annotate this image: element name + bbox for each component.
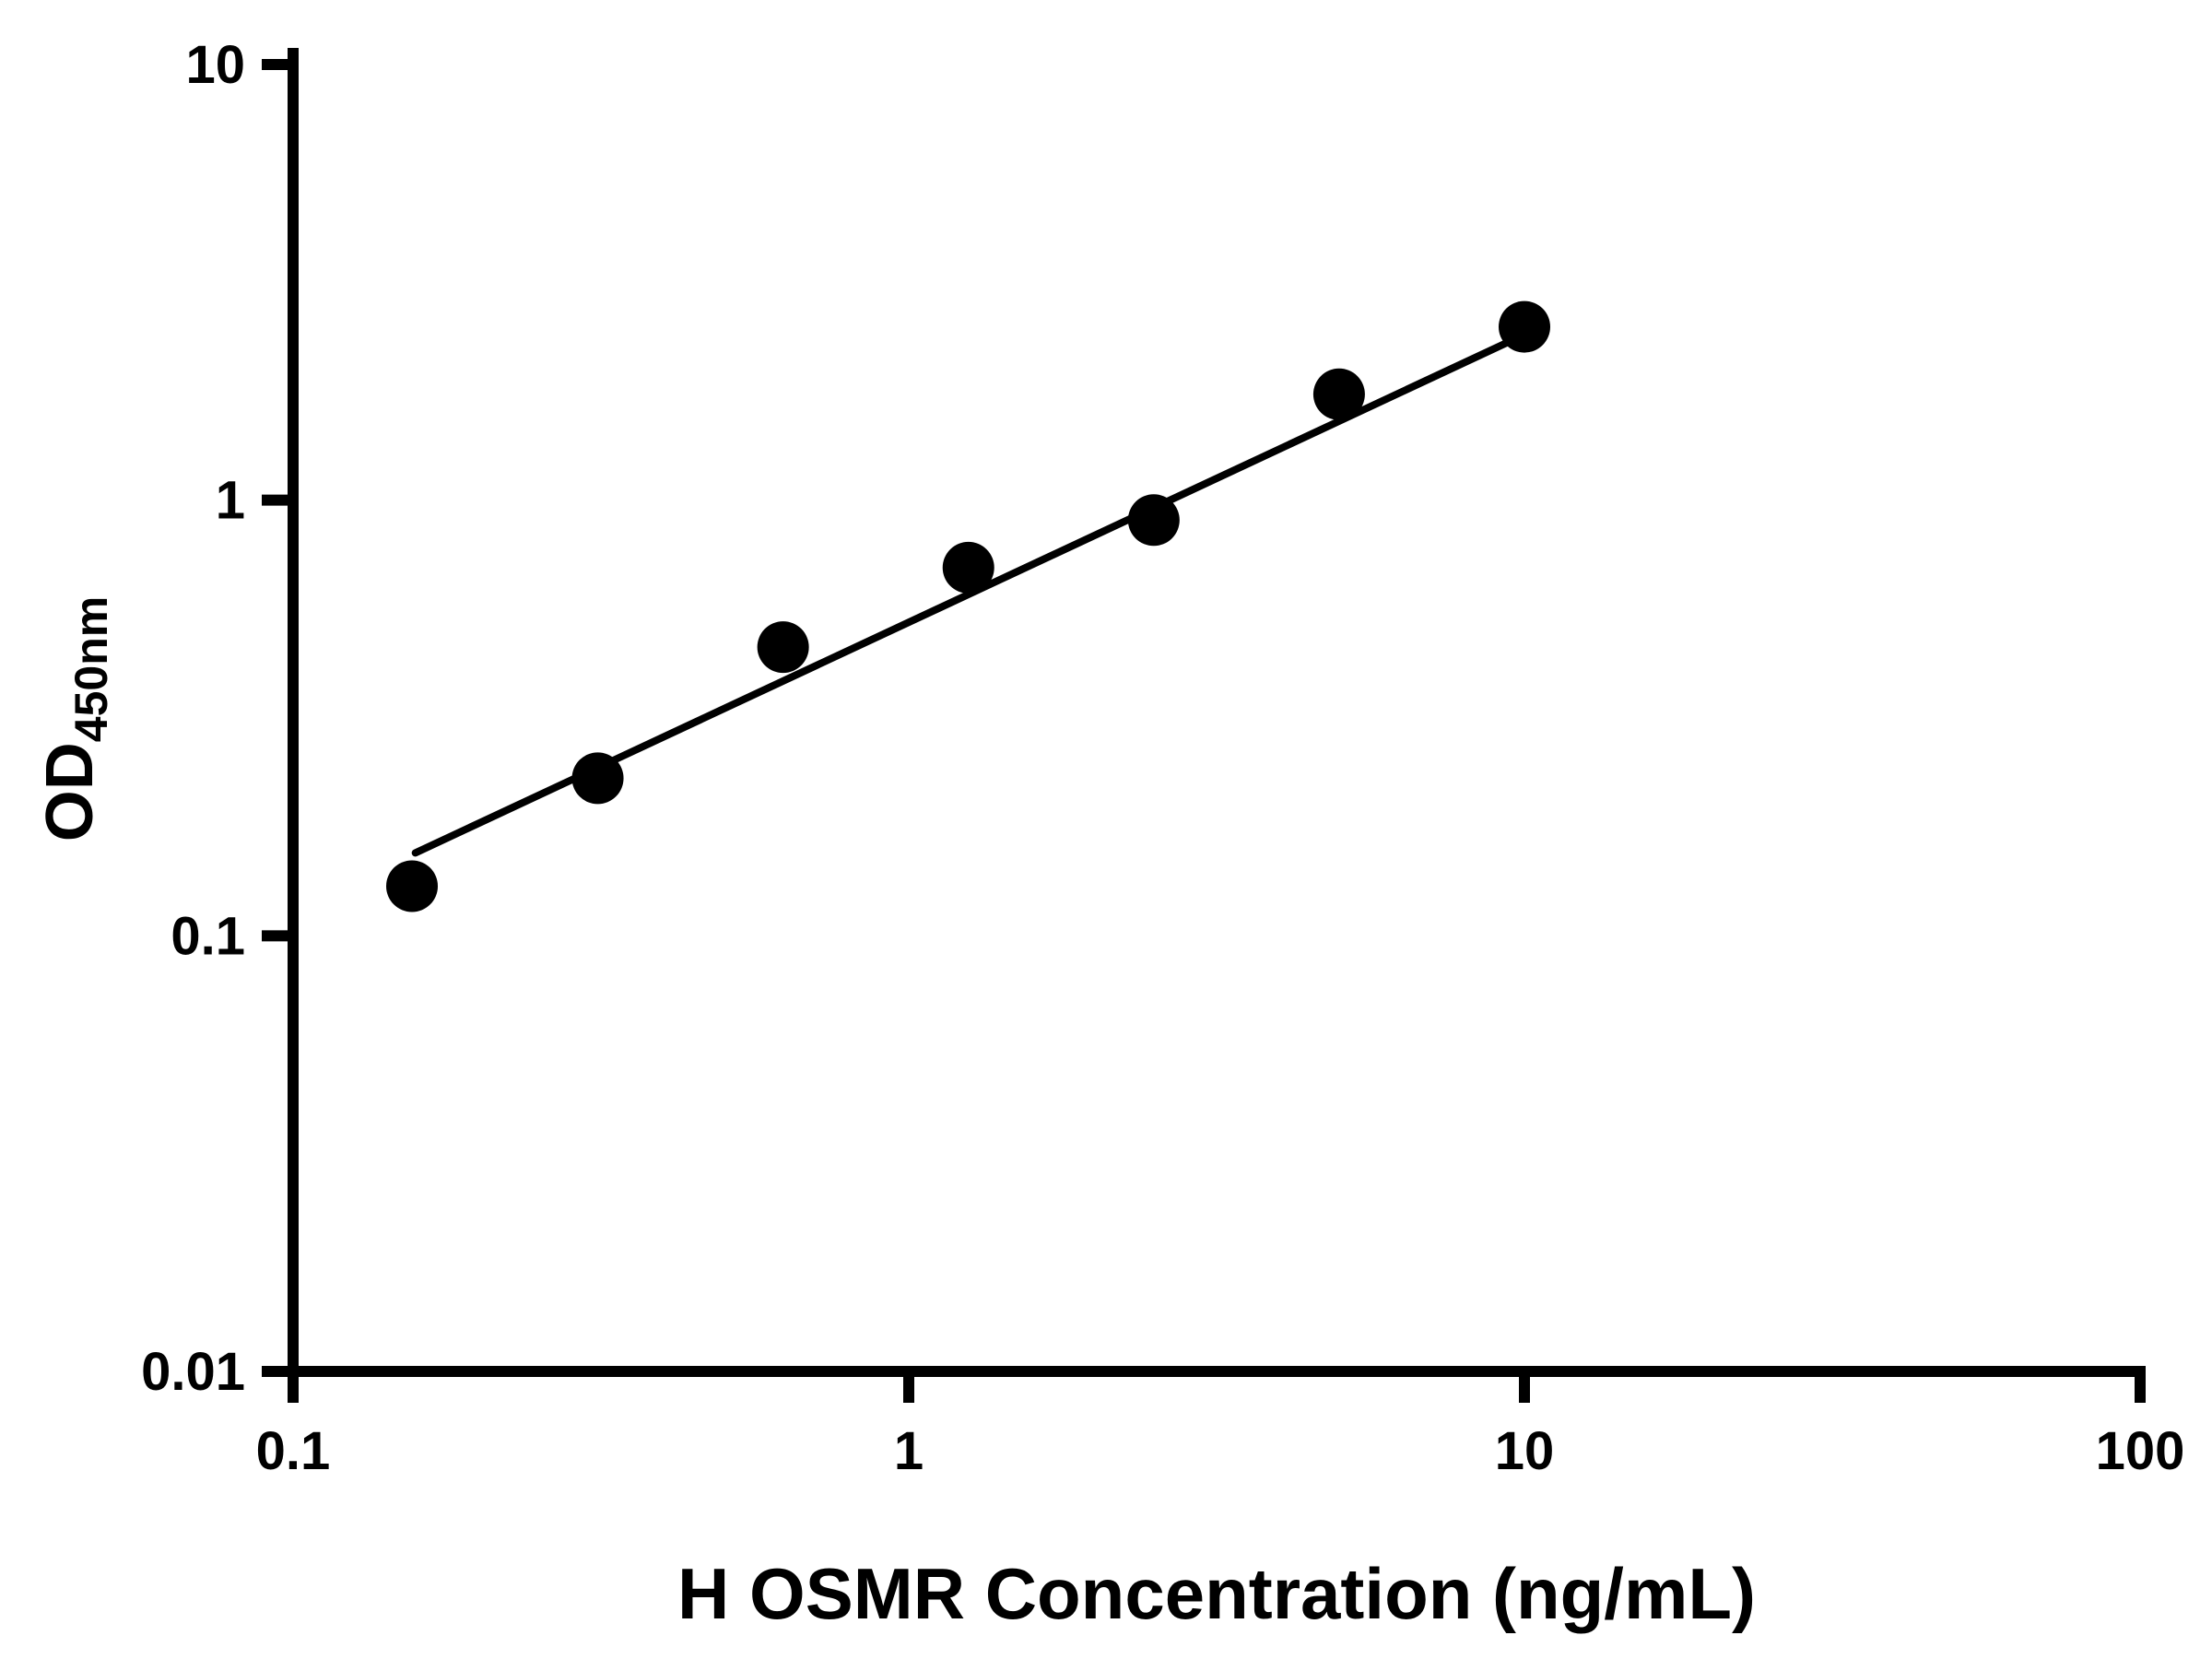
x-tick-label: 0.1: [256, 1421, 331, 1481]
y-axis-title-main: OD: [33, 742, 107, 841]
data-points: [386, 300, 1550, 912]
x-tick-label: 100: [2096, 1421, 2185, 1481]
data-point: [386, 860, 439, 912]
y-tick-label: 0.1: [171, 906, 245, 966]
y-tick-label: 0.01: [141, 1342, 245, 1402]
axes: [288, 48, 2146, 1377]
y-tick-label: 1: [216, 471, 245, 531]
x-tick-label: 1: [894, 1421, 924, 1481]
data-point: [1499, 300, 1550, 353]
data-point: [757, 621, 809, 674]
y-tick-label: 10: [185, 35, 245, 95]
x-axis-title: H OSMR Concentration (ng/mL): [677, 1553, 1756, 1634]
x-tick-label: 10: [1495, 1421, 1555, 1481]
data-point: [571, 752, 624, 805]
data-point: [1127, 494, 1180, 547]
y-axis-ticks: 0.01 0.1 1 10: [141, 35, 293, 1402]
y-axis-title: OD450nm: [33, 596, 117, 841]
y-axis-title-subscript: 450nm: [65, 596, 117, 742]
x-axis-ticks: 0.1 1 10 100: [256, 1371, 2185, 1481]
data-point: [942, 541, 994, 594]
data-point: [1312, 368, 1365, 420]
